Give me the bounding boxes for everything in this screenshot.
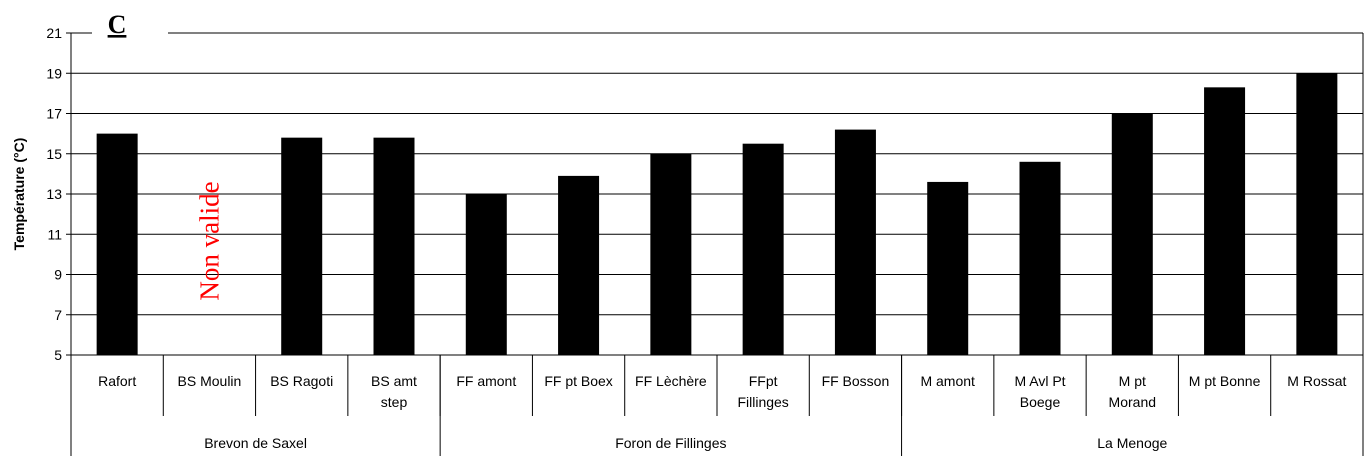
- y-tick-label: 15: [46, 146, 62, 162]
- panel-letter: C: [108, 10, 127, 39]
- category-label: M pt Bonne: [1189, 373, 1261, 389]
- category-label: BS Ragoti: [270, 373, 333, 389]
- category-label: FF pt Boex: [544, 373, 612, 389]
- bar: [650, 153, 692, 355]
- category-label: M Avl Pt: [1014, 373, 1065, 389]
- bar: [465, 194, 507, 355]
- category-label: BS Moulin: [178, 373, 242, 389]
- category-label: BS amt: [371, 373, 417, 389]
- bar: [558, 175, 600, 355]
- bar: [927, 181, 969, 355]
- group-label: La Menoge: [1097, 435, 1167, 451]
- category-label: M pt: [1119, 373, 1146, 389]
- y-tick-label: 17: [46, 106, 62, 122]
- bar: [1111, 113, 1153, 355]
- bar: [281, 137, 323, 355]
- category-label: Boege: [1020, 394, 1061, 410]
- category-label: FF amont: [456, 373, 516, 389]
- category-label: M amont: [920, 373, 975, 389]
- category-label: FF Bosson: [822, 373, 890, 389]
- category-label: Morand: [1109, 394, 1156, 410]
- y-tick-label: 19: [46, 65, 62, 81]
- bar: [1019, 161, 1061, 355]
- bar: [742, 143, 784, 355]
- y-tick-label: 7: [54, 307, 62, 323]
- category-label: step: [381, 394, 408, 410]
- y-axis-title: Température (°C): [11, 138, 27, 251]
- category-label: Fillinges: [737, 394, 788, 410]
- y-tick-label: 5: [54, 347, 62, 363]
- category-label: FF Lèchère: [635, 373, 707, 389]
- bar: [96, 133, 138, 355]
- bar: [1296, 73, 1338, 355]
- y-tick-label: 21: [46, 25, 62, 41]
- y-tick-label: 11: [47, 226, 62, 242]
- group-label: Brevon de Saxel: [204, 435, 307, 451]
- bar: [1204, 87, 1246, 356]
- category-label: FFpt: [749, 373, 778, 389]
- category-label: Rafort: [98, 373, 136, 389]
- y-tick-label: 13: [46, 186, 62, 202]
- bar: [834, 129, 876, 355]
- bar: [373, 137, 415, 355]
- invalid-annotation: Non valide: [194, 181, 224, 300]
- group-label: Foron de Fillinges: [615, 435, 726, 451]
- y-tick-label: 9: [54, 267, 62, 283]
- category-label: M Rossat: [1287, 373, 1346, 389]
